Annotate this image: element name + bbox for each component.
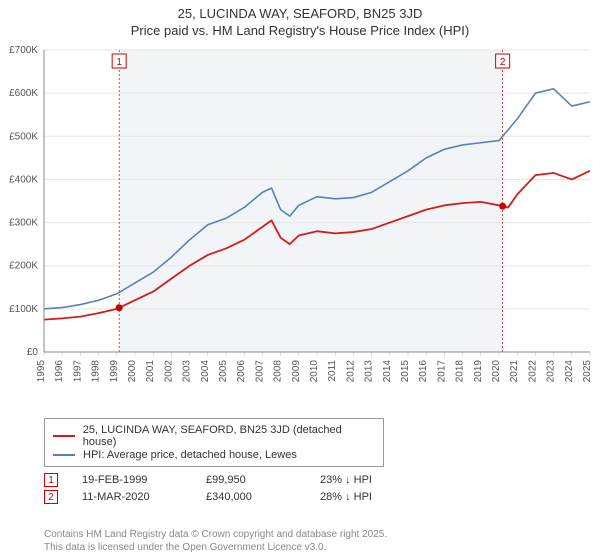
svg-text:1995: 1995 bbox=[36, 360, 47, 383]
svg-text:2012: 2012 bbox=[345, 360, 356, 383]
svg-text:2006: 2006 bbox=[236, 360, 247, 383]
svg-text:£500K: £500K bbox=[9, 131, 38, 142]
transaction-price: £99,950 bbox=[206, 474, 296, 486]
svg-text:2009: 2009 bbox=[291, 360, 302, 383]
svg-text:2003: 2003 bbox=[182, 360, 193, 383]
line-chart: £0 £100K £200K £300K £400K £500K £600K £700K 199… bbox=[0, 42, 600, 412]
svg-text:2018: 2018 bbox=[455, 360, 466, 383]
table-row: 2 11-MAR-2020 £340,000 28% ↓ HPI bbox=[44, 490, 564, 504]
legend-label: 25, LUCINDA WAY, SEAFORD, BN25 3JD (deta… bbox=[83, 424, 375, 448]
footer-line: This data is licensed under the Open Gov… bbox=[44, 542, 387, 555]
svg-text:2021: 2021 bbox=[509, 360, 520, 383]
svg-text:2000: 2000 bbox=[127, 360, 138, 383]
svg-text:2015: 2015 bbox=[400, 360, 411, 383]
svg-text:2: 2 bbox=[500, 57, 506, 68]
transaction-date: 19-FEB-1999 bbox=[82, 474, 182, 486]
transaction-diff: 28% ↓ HPI bbox=[320, 491, 372, 503]
svg-text:2013: 2013 bbox=[364, 360, 375, 383]
svg-text:2001: 2001 bbox=[145, 360, 156, 383]
svg-text:2007: 2007 bbox=[254, 360, 265, 383]
transaction-table: 1 19-FEB-1999 £99,950 23% ↓ HPI 2 11-MAR… bbox=[44, 473, 564, 504]
svg-text:£300K: £300K bbox=[9, 218, 38, 229]
svg-text:2019: 2019 bbox=[473, 360, 484, 383]
svg-text:£700K: £700K bbox=[9, 45, 38, 56]
svg-text:2005: 2005 bbox=[218, 360, 229, 383]
transaction-date: 11-MAR-2020 bbox=[82, 491, 182, 503]
svg-text:2008: 2008 bbox=[273, 360, 284, 383]
svg-text:£400K: £400K bbox=[9, 174, 38, 185]
legend-swatch bbox=[53, 435, 75, 437]
svg-text:1996: 1996 bbox=[54, 360, 65, 383]
svg-text:2017: 2017 bbox=[436, 360, 447, 383]
svg-text:2010: 2010 bbox=[309, 360, 320, 383]
legend-label: HPI: Average price, detached house, Lewe… bbox=[83, 449, 297, 461]
svg-text:2002: 2002 bbox=[163, 360, 174, 383]
legend-item: 25, LUCINDA WAY, SEAFORD, BN25 3JD (deta… bbox=[53, 424, 375, 448]
svg-text:2011: 2011 bbox=[327, 360, 338, 382]
svg-text:1999: 1999 bbox=[109, 360, 120, 383]
legend-item: HPI: Average price, detached house, Lewe… bbox=[53, 449, 375, 461]
svg-text:2020: 2020 bbox=[491, 360, 502, 383]
chart-title: 25, LUCINDA WAY, SEAFORD, BN25 3JD bbox=[0, 6, 600, 21]
svg-text:2023: 2023 bbox=[546, 360, 557, 383]
svg-text:1: 1 bbox=[116, 57, 122, 68]
footer-line: Contains HM Land Registry data © Crown c… bbox=[44, 529, 387, 542]
svg-text:2014: 2014 bbox=[382, 360, 393, 383]
legend-box: 25, LUCINDA WAY, SEAFORD, BN25 3JD (deta… bbox=[44, 418, 384, 467]
transaction-price: £340,000 bbox=[206, 491, 296, 503]
svg-text:£0: £0 bbox=[27, 347, 39, 358]
svg-text:1997: 1997 bbox=[72, 360, 83, 383]
marker-badge: 1 bbox=[44, 473, 58, 487]
table-row: 1 19-FEB-1999 £99,950 23% ↓ HPI bbox=[44, 473, 564, 487]
svg-text:2024: 2024 bbox=[564, 360, 575, 383]
transaction-diff: 23% ↓ HPI bbox=[320, 474, 372, 486]
chart-area: £0 £100K £200K £300K £400K £500K £600K £700K 199… bbox=[0, 42, 600, 412]
chart-subtitle: Price paid vs. HM Land Registry's House … bbox=[0, 23, 600, 38]
svg-text:2016: 2016 bbox=[418, 360, 429, 383]
legend-swatch bbox=[53, 454, 75, 456]
svg-text:2025: 2025 bbox=[582, 360, 593, 383]
legend-and-info: 25, LUCINDA WAY, SEAFORD, BN25 3JD (deta… bbox=[44, 418, 564, 507]
svg-text:£200K: £200K bbox=[9, 261, 38, 272]
svg-text:£600K: £600K bbox=[9, 88, 38, 99]
marker-badge: 2 bbox=[44, 490, 58, 504]
svg-text:1998: 1998 bbox=[91, 360, 102, 383]
svg-text:2004: 2004 bbox=[200, 360, 211, 383]
title-block: 25, LUCINDA WAY, SEAFORD, BN25 3JD Price… bbox=[0, 0, 600, 38]
svg-text:£100K: £100K bbox=[9, 304, 38, 315]
svg-text:2022: 2022 bbox=[527, 360, 538, 383]
footer-attribution: Contains HM Land Registry data © Crown c… bbox=[44, 529, 387, 554]
